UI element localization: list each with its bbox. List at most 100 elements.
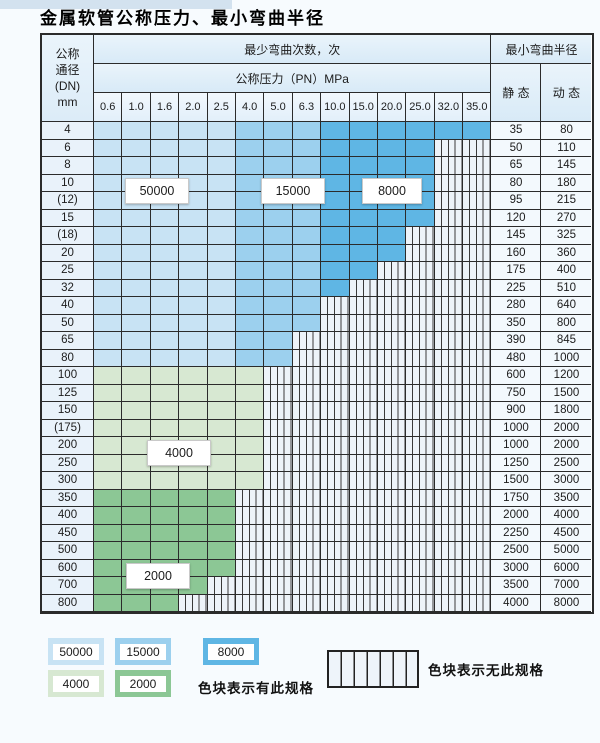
spec-cell [94, 402, 123, 420]
spec-cell [179, 157, 208, 175]
spec-cell [179, 297, 208, 315]
no-spec-cell [321, 437, 350, 455]
static-value: 95 [491, 192, 542, 210]
dn-cell: 500 [42, 542, 94, 560]
no-spec-cell [434, 174, 464, 192]
no-spec-cell [292, 542, 322, 560]
no-spec-cell [321, 507, 350, 525]
no-spec-cell [349, 577, 378, 595]
no-spec-cell [434, 507, 464, 525]
spec-cell [235, 244, 265, 262]
dynamic-value: 145 [541, 157, 592, 175]
legend-no-spec-text: 色块表示无此规格 [428, 663, 544, 678]
legend-swatch-50000: 50000 [48, 638, 104, 665]
spec-cell [179, 209, 208, 227]
no-spec-cell [321, 332, 350, 350]
static-value: 35 [491, 122, 542, 140]
spec-cell [150, 227, 180, 245]
spec-cell [207, 472, 236, 490]
dynamic-value: 845 [541, 332, 592, 350]
no-spec-cell [377, 472, 407, 490]
spec-cell [235, 139, 265, 157]
legend-no-spec-swatch [327, 650, 419, 688]
spec-cell [321, 227, 350, 245]
spec-cell [207, 262, 236, 280]
no-spec-cell [406, 367, 435, 385]
dn-cell: 125 [42, 384, 94, 402]
spec-cell [207, 279, 236, 297]
pressure-header: 公称压力（PN）MPa [94, 64, 492, 93]
spec-cell [321, 157, 350, 175]
dn-cell: 6 [42, 139, 94, 157]
static-value: 350 [491, 314, 542, 332]
dynamic-value: 1800 [541, 402, 592, 420]
spec-cell [264, 332, 293, 350]
spec-cell [94, 559, 123, 577]
dn-cell: 450 [42, 524, 94, 542]
spec-cell [292, 227, 322, 245]
no-spec-cell [292, 454, 322, 472]
no-spec-cell [463, 524, 492, 542]
no-spec-cell [349, 314, 378, 332]
legend-swatch-15000: 15000 [115, 638, 171, 665]
no-spec-cell [292, 367, 322, 385]
legend-swatch-label: 4000 [53, 675, 99, 692]
spec-cell [122, 542, 151, 560]
no-spec-cell [321, 577, 350, 595]
static-value: 50 [491, 139, 542, 157]
no-spec-cell [434, 542, 464, 560]
spec-cell [321, 279, 350, 297]
dn-cell: (12) [42, 192, 94, 210]
dynamic-value: 215 [541, 192, 592, 210]
spec-cell [94, 454, 123, 472]
no-spec-cell [463, 262, 492, 280]
legend-swatch-label: 50000 [53, 643, 99, 660]
spec-cell [377, 244, 407, 262]
spec-cell [207, 349, 236, 367]
no-spec-cell [463, 594, 492, 612]
no-spec-cell [434, 332, 464, 350]
spec-cell [264, 297, 293, 315]
no-spec-cell [463, 332, 492, 350]
static-value: 2250 [491, 524, 542, 542]
static-value: 1500 [491, 472, 542, 490]
spec-cell [292, 157, 322, 175]
no-spec-cell [406, 279, 435, 297]
spec-cell [207, 209, 236, 227]
no-spec-cell [292, 384, 322, 402]
pressure-col-header: 32.0 [434, 93, 464, 122]
no-spec-cell [292, 594, 322, 612]
no-spec-cell [292, 332, 322, 350]
dn-cell: 100 [42, 367, 94, 385]
spec-cell [235, 227, 265, 245]
static-value: 3500 [491, 577, 542, 595]
dn-cell: 150 [42, 402, 94, 420]
no-spec-cell [406, 472, 435, 490]
no-spec-cell [406, 577, 435, 595]
no-spec-cell [349, 454, 378, 472]
no-spec-cell [406, 244, 435, 262]
spec-cell [321, 209, 350, 227]
dn-cell: 25 [42, 262, 94, 280]
no-spec-cell [406, 419, 435, 437]
no-spec-cell [321, 402, 350, 420]
no-spec-cell [292, 472, 322, 490]
spec-cell [122, 402, 151, 420]
no-spec-cell [292, 489, 322, 507]
no-spec-cell [463, 472, 492, 490]
no-spec-cell [377, 594, 407, 612]
spec-cell [235, 419, 265, 437]
spec-cell [122, 279, 151, 297]
pressure-col-header: 6.3 [292, 93, 322, 122]
dn-cell: 80 [42, 349, 94, 367]
static-value: 1250 [491, 454, 542, 472]
dynamic-value: 3500 [541, 489, 592, 507]
dn-cell: 800 [42, 594, 94, 612]
spec-cell [292, 314, 322, 332]
static-value: 480 [491, 349, 542, 367]
static-value: 600 [491, 367, 542, 385]
static-value: 1750 [491, 489, 542, 507]
spec-cell [94, 244, 123, 262]
no-spec-cell [463, 559, 492, 577]
spec-cell [406, 139, 435, 157]
